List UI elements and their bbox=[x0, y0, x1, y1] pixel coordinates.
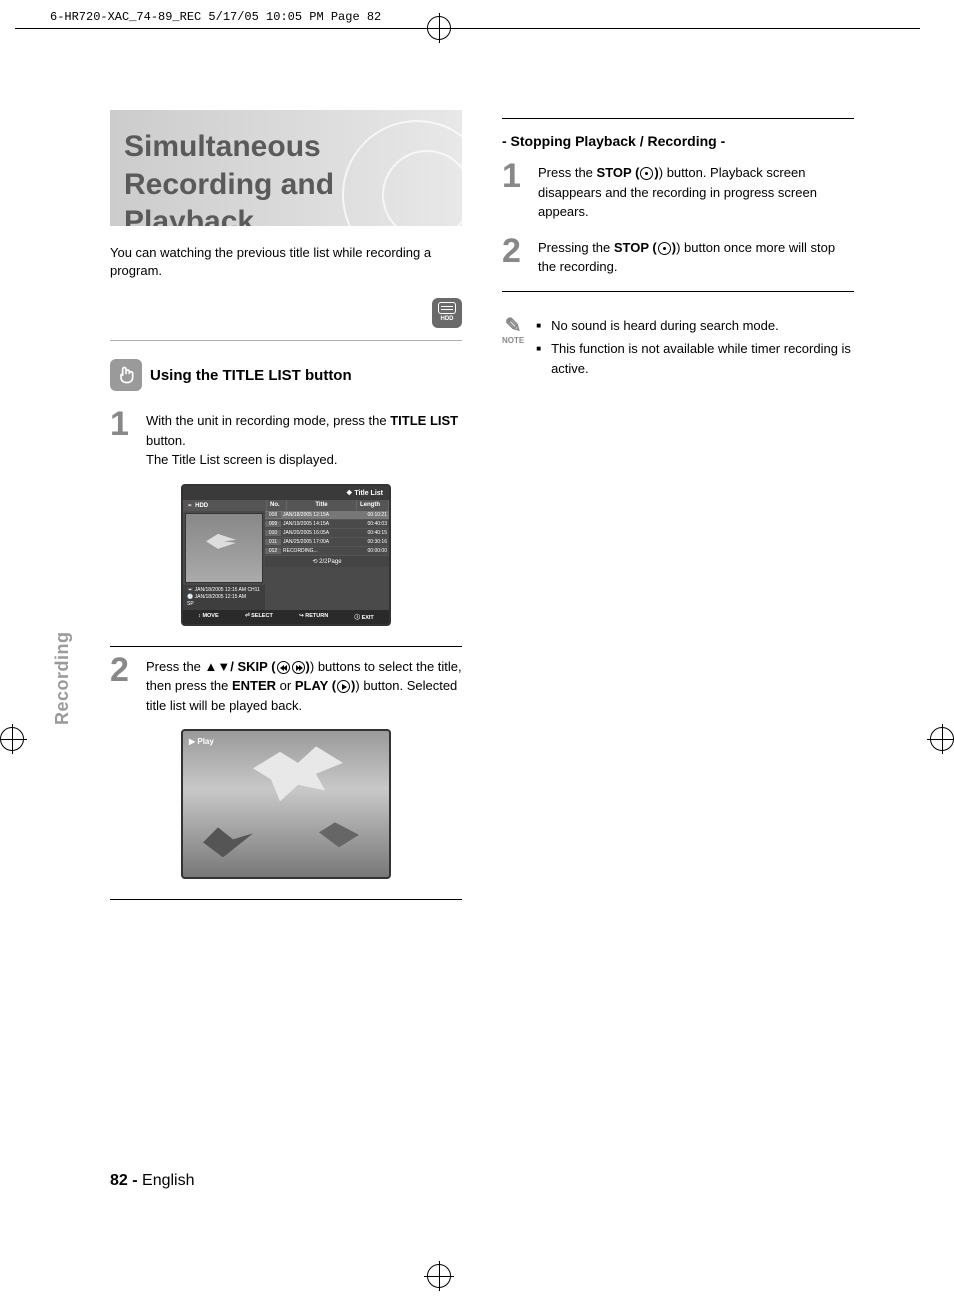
page-language: English bbox=[142, 1172, 194, 1189]
preview-thumbnail bbox=[185, 513, 263, 583]
section-header: Using the TITLE LIST button bbox=[110, 359, 462, 391]
content-area: Simultaneous Recording and Playback You … bbox=[110, 110, 855, 908]
title-list-rows: 008JAN/18/2005 12:15A00:10:21 009JAN/19/… bbox=[265, 511, 389, 610]
crop-mark bbox=[15, 28, 920, 29]
preview-meta: 📼 JAN/18/2005 12:15 AM CH11 🕐 JAN/18/200… bbox=[183, 585, 265, 610]
table-row: 010JAN/20/2005 16:05A00:40:15 bbox=[265, 529, 389, 538]
page-footer: 82 - English bbox=[110, 1172, 195, 1190]
crop-mark bbox=[0, 739, 27, 740]
hand-icon bbox=[110, 359, 142, 391]
note-list: No sound is heard during search mode. Th… bbox=[536, 316, 854, 383]
note-item: No sound is heard during search mode. bbox=[536, 316, 854, 336]
pager: ⟲ 2/2Page bbox=[265, 556, 389, 567]
step-number: 2 bbox=[110, 655, 136, 716]
page: 6-HR720-XAC_74-89_REC 5/17/05 10:05 PM P… bbox=[0, 0, 954, 1310]
skip-next-icon bbox=[292, 661, 305, 674]
crop-mark bbox=[12, 724, 13, 754]
divider bbox=[110, 340, 462, 341]
step-number: 1 bbox=[110, 409, 136, 470]
crop-mark bbox=[927, 739, 954, 740]
step-text: Press the ▲▼/ SKIP ()) buttons to select… bbox=[146, 655, 462, 716]
stop-icon bbox=[640, 167, 653, 180]
table-row: 011JAN/25/2005 17:00A00:30:16 bbox=[265, 538, 389, 547]
title-list-screenshot: ❖ Title List 📼 HDD No. Title Length 📼 JA… bbox=[181, 484, 391, 626]
step-text: With the unit in recording mode, press t… bbox=[146, 409, 462, 470]
stop-icon bbox=[658, 242, 671, 255]
table-row: 012RECORDING...00:00:00 bbox=[265, 547, 389, 556]
note-icon: ✎ NOTE bbox=[502, 316, 524, 345]
playback-screenshot: ▶ Play bbox=[181, 729, 391, 879]
page-number: 82 - bbox=[110, 1172, 138, 1189]
side-tab-recording: Recording bbox=[52, 631, 73, 725]
step-number: 2 bbox=[502, 236, 528, 277]
intro-text: You can watching the previous title list… bbox=[110, 244, 462, 280]
play-icon bbox=[337, 680, 350, 693]
screenshot-footer: ↕ MOVE ⏎ SELECT ↪ RETURN ⓘ EXIT bbox=[183, 610, 389, 624]
note-label: NOTE bbox=[502, 336, 524, 345]
right-step-1: 1 Press the STOP ()) button. Playback sc… bbox=[502, 161, 854, 222]
step-text: Pressing the STOP ()) button once more w… bbox=[538, 236, 854, 277]
title-box: Simultaneous Recording and Playback bbox=[110, 110, 462, 226]
table-row: 009JAN/19/2005 14:15A00:40:03 bbox=[265, 520, 389, 529]
stopping-heading: - Stopping Playback / Recording - bbox=[502, 133, 854, 149]
step-text: Press the STOP ()) button. Playback scre… bbox=[538, 161, 854, 222]
crop-mark bbox=[439, 1261, 440, 1291]
divider bbox=[110, 899, 462, 900]
hdd-label: HDD bbox=[441, 316, 454, 322]
crop-mark bbox=[942, 724, 943, 754]
table-row: 008JAN/18/2005 12:15A00:10:21 bbox=[265, 511, 389, 520]
crop-mark bbox=[439, 13, 440, 43]
hdd-icon: HDD bbox=[432, 298, 462, 328]
divider bbox=[502, 291, 854, 292]
divider bbox=[110, 646, 462, 647]
left-column: Simultaneous Recording and Playback You … bbox=[110, 110, 462, 908]
divider bbox=[502, 118, 854, 119]
skip-prev-icon bbox=[277, 661, 290, 674]
note-block: ✎ NOTE No sound is heard during search m… bbox=[502, 316, 854, 383]
step-2: 2 Press the ▲▼/ SKIP ()) buttons to sele… bbox=[110, 655, 462, 716]
step-number: 1 bbox=[502, 161, 528, 222]
right-column: - Stopping Playback / Recording - 1 Pres… bbox=[502, 110, 854, 908]
play-overlay-label: ▶ Play bbox=[189, 737, 214, 746]
print-header: 6-HR720-XAC_74-89_REC 5/17/05 10:05 PM P… bbox=[50, 10, 381, 24]
right-step-2: 2 Pressing the STOP ()) button once more… bbox=[502, 236, 854, 277]
note-item: This function is not available while tim… bbox=[536, 339, 854, 378]
section-title: Using the TITLE LIST button bbox=[150, 367, 352, 384]
step-1: 1 With the unit in recording mode, press… bbox=[110, 409, 462, 470]
page-title: Simultaneous Recording and Playback bbox=[124, 128, 448, 226]
